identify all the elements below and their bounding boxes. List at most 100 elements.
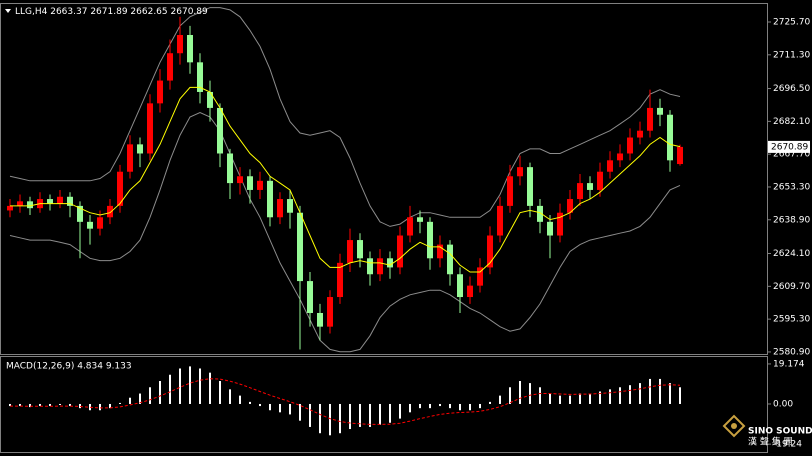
macd-histogram-bar	[409, 403, 411, 413]
macd-histogram-bar	[659, 378, 661, 404]
open-value: 2663.37	[50, 7, 87, 17]
price-panel-frame	[0, 3, 768, 355]
candle-body	[307, 281, 313, 313]
watermark-icon-dot	[731, 423, 737, 429]
macd-histogram-bar	[559, 395, 561, 404]
candle-body	[7, 205, 13, 211]
candle-body	[397, 235, 403, 268]
macd-histogram-bar	[549, 393, 551, 404]
macd-histogram-bar	[649, 378, 651, 404]
candle-body	[337, 262, 343, 298]
y-tick-label: 2595.30	[773, 315, 810, 325]
candle-body	[297, 212, 303, 282]
candle-body	[617, 153, 623, 161]
menu-arrow	[5, 9, 11, 13]
macd-histogram-bar	[479, 403, 481, 409]
candle-body	[547, 221, 553, 236]
macd-histogram-bar	[429, 403, 431, 409]
y-tick-label: 2667.70	[773, 150, 810, 160]
macd-histogram-bar	[159, 381, 161, 404]
candle-body	[277, 199, 283, 218]
macd-y-tick-label: 19.174	[773, 359, 805, 369]
candle-body	[47, 199, 53, 204]
y-tick-label: 2725.70	[773, 18, 810, 28]
candle-body	[257, 180, 263, 190]
macd-histogram-bar	[539, 387, 541, 404]
candle-body	[667, 114, 673, 161]
y-tick-label: 2609.70	[773, 282, 810, 292]
macd-histogram-bar	[469, 403, 471, 411]
macd-histogram-bar	[69, 403, 71, 407]
candle-body	[317, 312, 323, 327]
y-tick-label: 2638.90	[773, 215, 810, 225]
y-tick-label: 2711.30	[773, 50, 810, 60]
y-tick-label: 2682.10	[773, 117, 810, 127]
candle-body	[217, 107, 223, 154]
macd-histogram-bar	[139, 393, 141, 404]
candle-body	[627, 137, 633, 154]
watermark: SINO SOUND 漢 聲 集 團	[722, 414, 812, 448]
candle-body	[497, 205, 503, 236]
candle-body	[287, 199, 293, 213]
candle-body	[407, 217, 413, 236]
candle-body	[357, 240, 363, 259]
candle-body	[147, 103, 153, 154]
macd-histogram-bar	[179, 368, 181, 404]
macd-histogram-bar	[219, 381, 221, 404]
candle-body	[577, 183, 583, 200]
candle-body	[127, 144, 133, 172]
candle-body	[417, 217, 423, 222]
candle-body	[177, 34, 183, 54]
macd-histogram-bar	[29, 403, 31, 408]
macd-histogram-bar	[639, 383, 641, 404]
candle-body	[437, 244, 443, 259]
macd-histogram-bar	[329, 403, 331, 436]
macd-histogram-bar	[149, 387, 151, 404]
macd-panel-frame	[0, 356, 768, 453]
macd-histogram-bar	[39, 403, 41, 407]
macd-histogram-bar	[49, 403, 51, 407]
candle-body	[347, 240, 353, 263]
macd-histogram-bar	[289, 403, 291, 415]
candle-body	[527, 167, 533, 206]
macd-histogram-bar	[239, 395, 241, 404]
candle-body	[557, 212, 563, 236]
macd-histogram-bar	[419, 403, 421, 409]
candle-body	[517, 167, 523, 177]
price-marker-label: 2670.89	[771, 142, 808, 152]
candle-body	[647, 107, 653, 131]
low-value: 2662.65	[130, 7, 167, 17]
macd-histogram-bar	[269, 403, 271, 411]
y-tick-label: 2696.50	[773, 84, 810, 94]
macd-histogram-bar	[529, 383, 531, 404]
candle-body	[537, 205, 543, 222]
candle-body	[477, 267, 483, 286]
macd-histogram-bar	[259, 403, 261, 407]
macd-histogram-bar	[59, 403, 61, 406]
macd-histogram-bar	[599, 391, 601, 404]
macd-histogram-bar	[209, 372, 211, 404]
macd-histogram-bar	[369, 403, 371, 427]
macd-histogram-bar	[449, 403, 451, 409]
macd-histogram-bar	[19, 403, 21, 407]
candle-body	[487, 235, 493, 268]
candle-body	[367, 258, 373, 275]
candle-body	[507, 176, 513, 206]
macd-histogram-bar	[309, 403, 311, 427]
macd-histogram-bar	[579, 393, 581, 404]
candle-body	[67, 196, 73, 206]
macd-histogram-bar	[189, 366, 191, 404]
macd-y-tick-label: 0.00	[773, 399, 793, 409]
watermark-icon	[722, 414, 746, 438]
macd-histogram-bar	[79, 403, 81, 409]
macd-label: MACD(12,26,9) 4.834 9.133	[6, 362, 132, 372]
candle-body	[77, 205, 83, 222]
candle-body	[237, 176, 243, 184]
symbol-header: LLG,H4 2663.37 2671.89 2662.65 2670.89	[15, 7, 208, 17]
high-value: 2671.89	[90, 7, 127, 17]
macd-histogram-bar	[129, 397, 131, 404]
moving-average	[10, 86, 681, 273]
watermark-name: SINO SOUND	[748, 427, 812, 437]
symbol: LLG,H4	[15, 7, 48, 17]
